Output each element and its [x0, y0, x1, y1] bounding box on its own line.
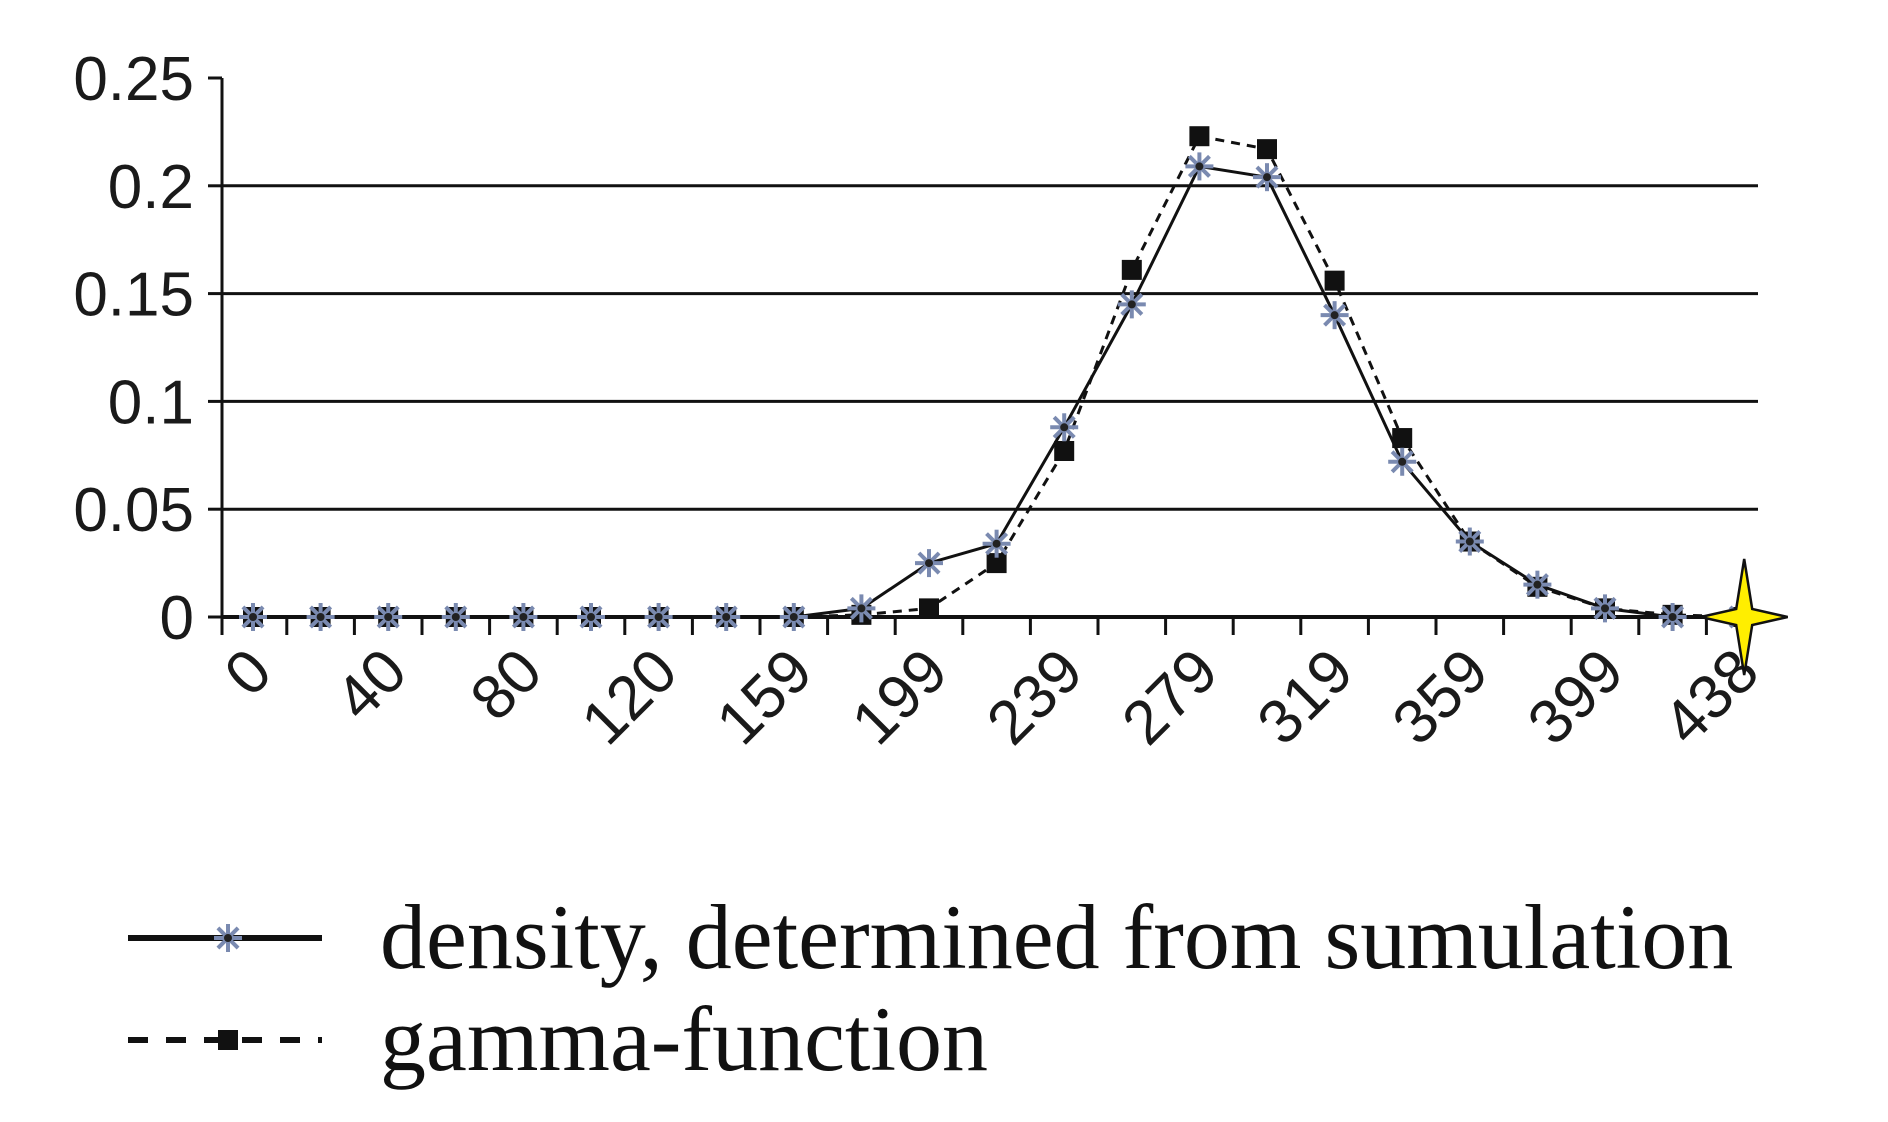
gamma-point	[1324, 270, 1345, 291]
highlight-marker	[1700, 558, 1788, 676]
x-tick-label: 239	[974, 636, 1096, 758]
density-point	[1117, 290, 1146, 319]
grid-lines	[222, 184, 1758, 511]
gamma-point	[986, 553, 1007, 574]
density-point	[306, 603, 335, 631]
gamma-point	[919, 598, 939, 619]
density-point	[374, 603, 403, 631]
density-point	[1320, 301, 1349, 330]
density-point	[1591, 594, 1619, 623]
density-point	[1050, 413, 1079, 442]
gamma-point	[1054, 440, 1075, 461]
series-markers	[239, 126, 1755, 631]
axes	[208, 76, 1758, 635]
x-tick-label: 319	[1245, 636, 1367, 758]
highlight-star	[1700, 558, 1788, 676]
x-tick-label: 0	[212, 636, 285, 709]
x-tick-label: 120	[569, 636, 691, 758]
y-tick-label: 0	[160, 584, 194, 653]
x-tick-label: 359	[1380, 636, 1502, 758]
legend: density, determined from sumulationgamma…	[128, 886, 1733, 1090]
x-tick-label: 279	[1109, 636, 1231, 758]
legend-marker-density	[214, 924, 242, 952]
density-point	[847, 594, 876, 623]
x-tick-label: 399	[1515, 636, 1637, 758]
y-tick-label: 0.1	[108, 368, 194, 437]
density-point	[1455, 527, 1484, 556]
y-tick-labels: 0 0.05 0.1 0.15 0.2 0.25	[73, 45, 194, 653]
density-point	[577, 603, 605, 631]
density-point	[1523, 570, 1552, 599]
gamma-point	[1121, 259, 1142, 280]
y-tick-label: 0.05	[73, 476, 194, 545]
density-point	[509, 603, 538, 631]
density-point	[441, 603, 470, 631]
gamma-point	[1257, 139, 1277, 160]
density-point	[1388, 447, 1417, 476]
y-tick-label: 0.15	[73, 261, 194, 330]
density-point	[1253, 163, 1281, 192]
density-point	[712, 603, 741, 631]
x-tick-labels: 0 40 80 120 159 199 239 279 319 359 399 438	[212, 636, 1772, 758]
x-tick-label: 80	[458, 636, 556, 734]
density-point	[982, 529, 1011, 558]
x-tick-label: 159	[704, 636, 826, 758]
density-point	[915, 549, 943, 578]
gamma-point	[1189, 126, 1210, 147]
density-point	[1658, 603, 1687, 631]
gamma-point	[1392, 428, 1413, 449]
legend-marker-gamma	[218, 1030, 238, 1050]
density-point	[779, 603, 808, 631]
density-point	[644, 603, 673, 631]
y-tick-label: 0.25	[73, 45, 194, 114]
legend-label-density: density, determined from sumulation	[380, 886, 1733, 988]
x-tick-label: 199	[839, 636, 961, 758]
density-point	[1185, 152, 1214, 181]
x-tick-label: 438	[1650, 636, 1772, 758]
x-tick-label: 40	[323, 636, 421, 734]
y-tick-label: 0.2	[108, 153, 194, 222]
density-point	[239, 603, 267, 631]
legend-label-gamma: gamma-function	[380, 988, 988, 1090]
